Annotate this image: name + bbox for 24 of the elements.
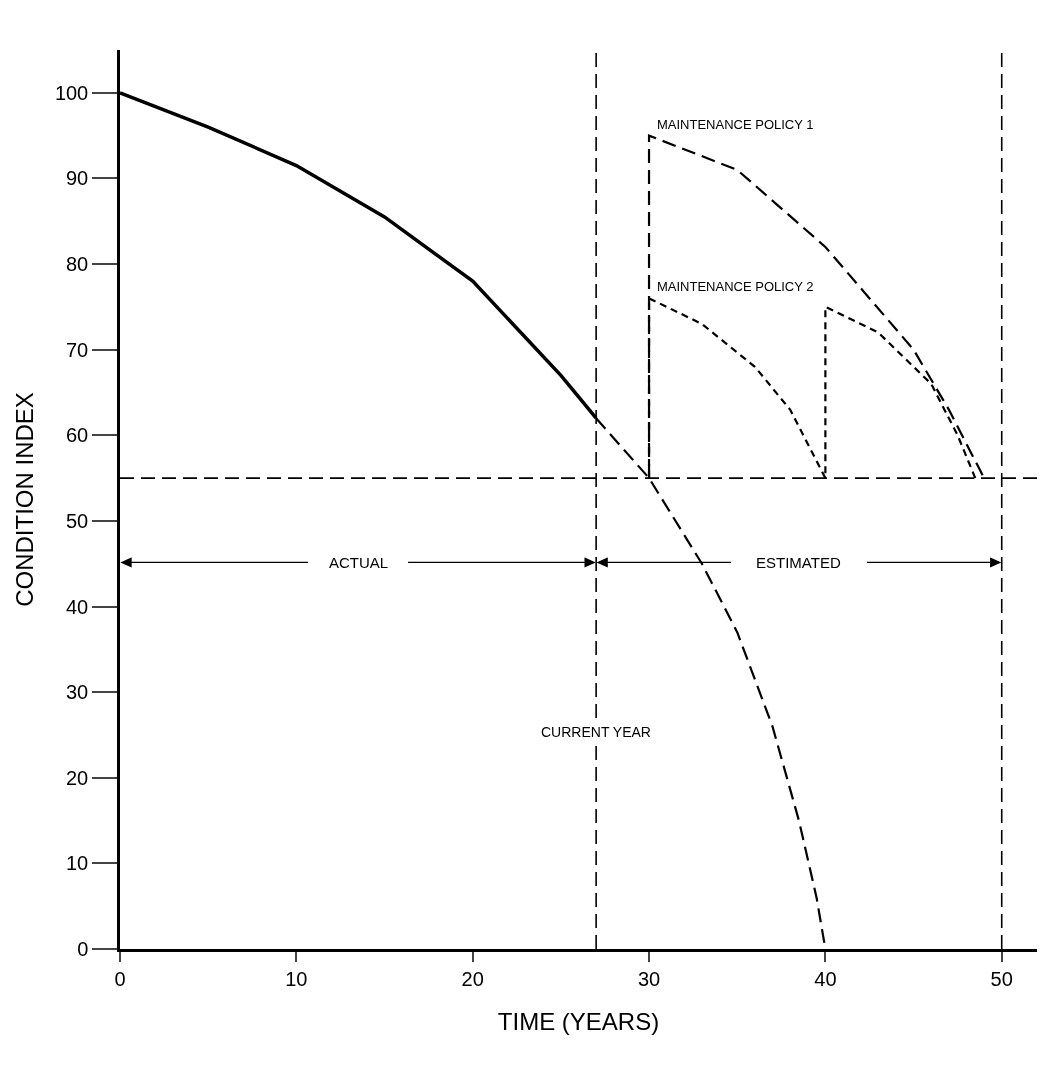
y-tick-label: 50 <box>66 509 89 532</box>
ref-line-label: CURRENT YEAR <box>541 724 651 740</box>
x-tick-label: 40 <box>814 967 837 990</box>
x-tick-label: 50 <box>990 967 1013 990</box>
y-tick-label: 30 <box>66 681 89 704</box>
y-tick-label: 40 <box>66 595 89 618</box>
y-tick-label: 10 <box>66 852 89 875</box>
y-tick-label: 80 <box>66 253 89 276</box>
y-tick-label: 100 <box>54 81 89 104</box>
x-tick-label: 20 <box>461 967 484 990</box>
x-tick-label: 0 <box>114 967 126 990</box>
x-tick-label: 10 <box>285 967 308 990</box>
y-tick-label: 70 <box>66 338 89 361</box>
annotation: ACTUAL <box>329 554 389 571</box>
annotation: ESTIMATED <box>756 554 841 571</box>
series-label: MAINTENANCE POLICY 1 <box>657 117 814 132</box>
y-tick-label: 90 <box>66 167 89 190</box>
y-tick-label: 20 <box>66 766 89 789</box>
y-tick-label: 0 <box>77 938 89 960</box>
y-axis-title: CONDITION INDEX <box>10 392 38 607</box>
series-label: MAINTENANCE POLICY 2 <box>657 279 814 294</box>
x-axis-title: TIME (YEARS) <box>497 1008 660 1036</box>
y-tick-label: 60 <box>66 424 89 447</box>
x-tick-label: 30 <box>637 967 661 990</box>
